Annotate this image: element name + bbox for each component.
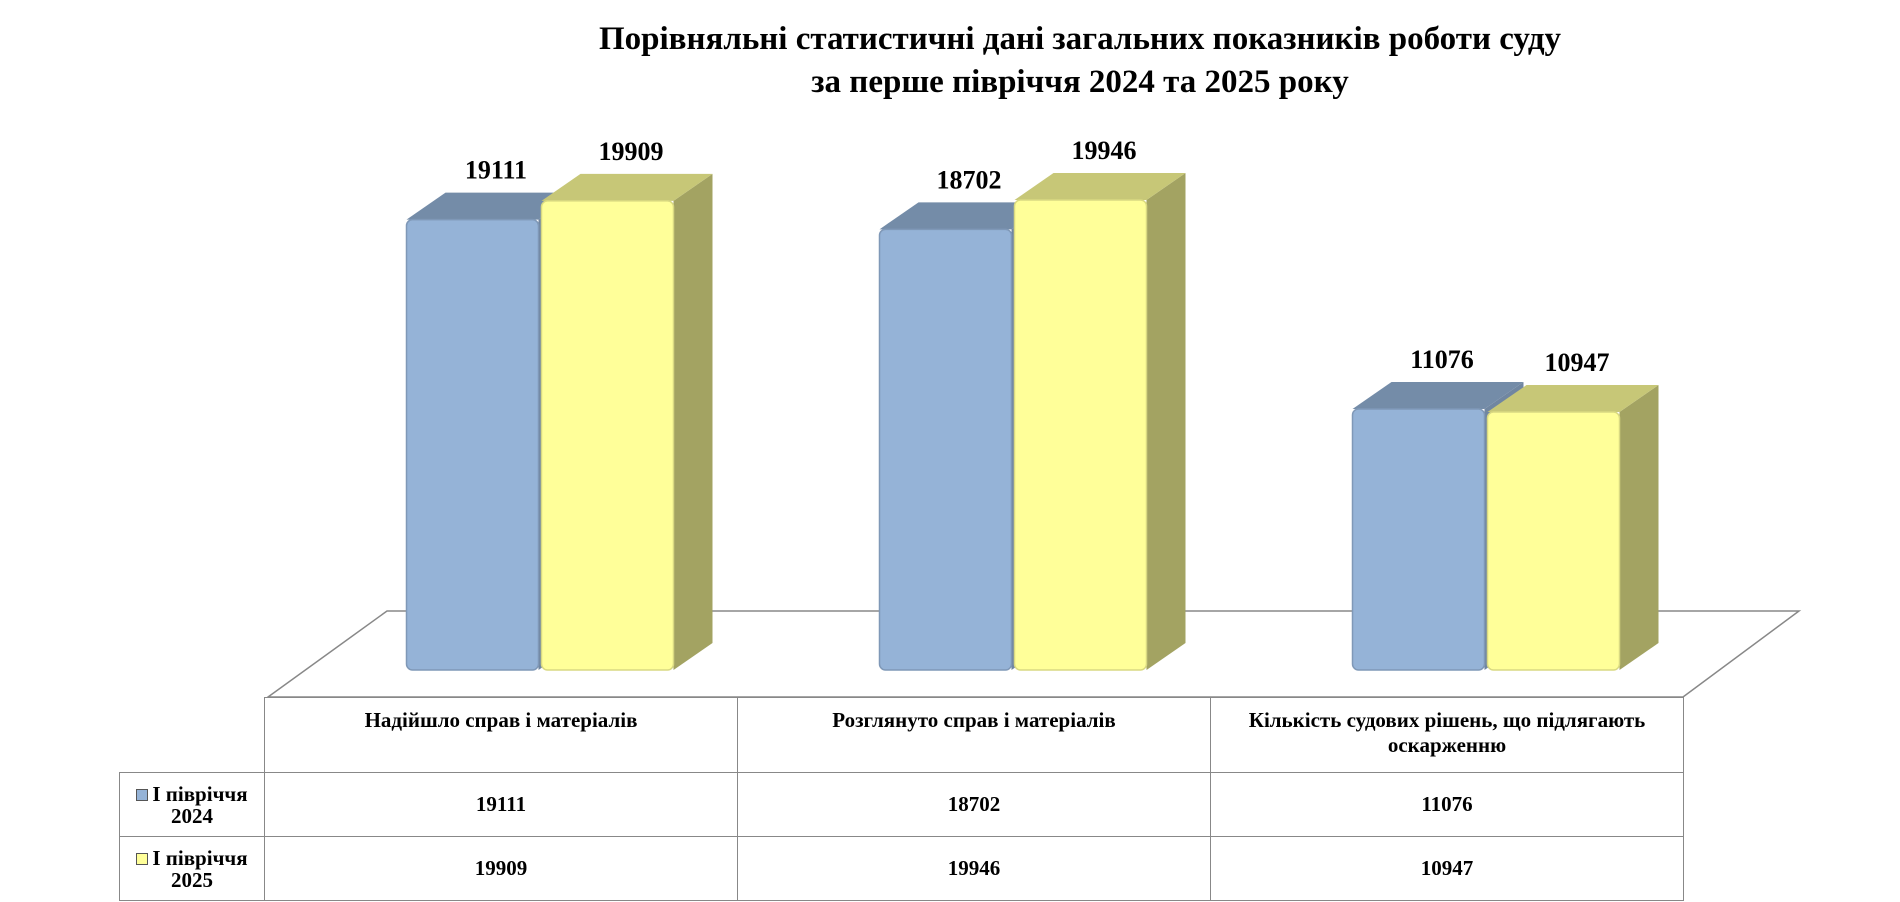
category-label: Кількість судових рішень, що підлягають … [1210,697,1684,773]
bar-side [1619,385,1659,670]
bar-top [541,173,713,201]
data-label: 19111 [465,156,527,185]
bar-front [878,228,1013,671]
data-label: 11076 [1410,345,1474,374]
category-label: Розглянуто справ і матеріалів [737,697,1211,773]
data-table: Надійшло справ і матеріалів Розглянуто сп… [119,697,1684,901]
bar-top [1487,385,1659,413]
table-value: 10947 [1210,836,1684,901]
legend-swatch [136,788,149,801]
bar-top [1352,382,1524,410]
bar [1486,385,1659,671]
table-value: 11076 [1210,772,1684,837]
table-row: І півріччя 2024 19111 18702 11076 [119,772,1684,837]
legend-cell: І півріччя 2025 [119,836,265,901]
table-row: І півріччя 2025 19909 19946 10947 [119,836,1684,901]
legend-label: І півріччя 2025 [152,845,248,892]
bar [1013,173,1186,671]
corner-cell [119,697,265,773]
table-value: 19909 [264,836,738,901]
bar [540,173,713,671]
bar-side [1146,173,1186,670]
bar-front [405,218,540,671]
bar-side [673,173,713,670]
table-value: 18702 [737,772,1211,837]
data-label: 10947 [1545,348,1610,377]
legend-label: І півріччя 2024 [152,781,248,828]
data-label: 19909 [599,137,664,166]
chart-title: Порівняльні статистичні дані загальних п… [598,21,1562,100]
data-label: 19946 [1072,136,1137,165]
bar-front [1013,199,1148,671]
legend-cell: І півріччя 2024 [119,772,265,837]
bar-front [1486,411,1621,671]
category-label: Надійшло справ і матеріалів [264,697,738,773]
bar-top [879,202,1051,230]
bar-front [540,200,675,671]
legend-swatch [136,852,149,865]
bar-top [1014,173,1186,200]
bar-front [1351,408,1486,671]
data-label: 18702 [937,165,1002,194]
table-value: 19946 [737,836,1211,901]
table-value: 19111 [264,772,738,837]
bar-top [406,192,578,220]
table-header: Надійшло справ і матеріалів Розглянуто сп… [119,697,1684,773]
